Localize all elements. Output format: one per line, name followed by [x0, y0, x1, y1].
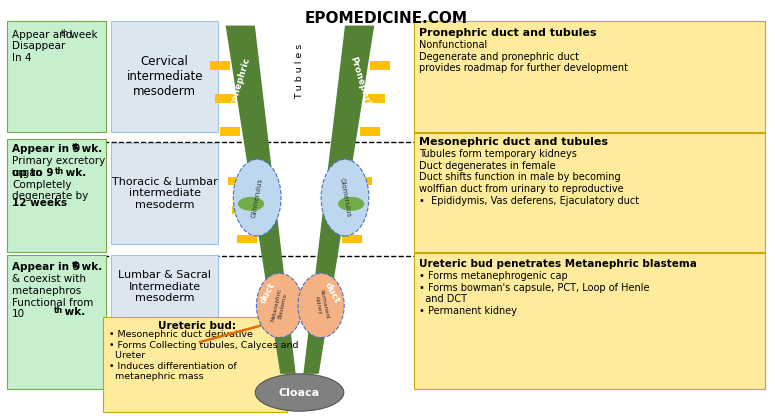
- Polygon shape: [226, 25, 296, 374]
- Ellipse shape: [255, 374, 344, 411]
- FancyBboxPatch shape: [343, 235, 363, 243]
- Text: Ureteric bud:: Ureteric bud:: [158, 321, 236, 331]
- Text: Tubules form temporary kidneys
Duct degenerates in female
Duct shifts function i: Tubules form temporary kidneys Duct dege…: [419, 149, 639, 206]
- FancyBboxPatch shape: [232, 206, 253, 214]
- Text: Nonfunctional
Degenerate and pronephric duct
provides roadmap for further develo: Nonfunctional Degenerate and pronephric …: [419, 40, 628, 73]
- Text: Mesonephric duct and tubules: Mesonephric duct and tubules: [419, 137, 608, 147]
- FancyBboxPatch shape: [220, 127, 240, 136]
- FancyBboxPatch shape: [111, 21, 218, 132]
- FancyBboxPatch shape: [414, 21, 765, 132]
- Text: Metanephric
Blastema: Metanephric Blastema: [270, 287, 288, 323]
- Text: Cervical
intermediate
mesoderm: Cervical intermediate mesoderm: [126, 54, 203, 98]
- Text: duct: duct: [259, 281, 277, 305]
- Text: Cloaca: Cloaca: [279, 387, 320, 398]
- Text: T u b u l e s: T u b u l e s: [295, 44, 304, 99]
- Text: duct: duct: [322, 281, 341, 305]
- Text: Appear in 5: Appear in 5: [12, 262, 80, 272]
- Text: wk.: wk.: [78, 262, 103, 272]
- FancyBboxPatch shape: [215, 94, 235, 103]
- Text: Pronephric: Pronephric: [226, 56, 251, 111]
- Text: Appear in 5: Appear in 5: [12, 144, 80, 154]
- FancyBboxPatch shape: [111, 255, 218, 319]
- Text: Glomerulus: Glomerulus: [339, 177, 351, 218]
- Text: wk.: wk.: [60, 307, 85, 317]
- Text: Thoracic & Lumbar
intermediate
mesoderm: Thoracic & Lumbar intermediate mesoderm: [112, 177, 218, 210]
- Text: Appear and
Disappear
In 4: Appear and Disappear In 4: [12, 30, 73, 63]
- FancyBboxPatch shape: [370, 61, 390, 70]
- Ellipse shape: [321, 159, 369, 236]
- Circle shape: [238, 197, 264, 211]
- Text: th: th: [60, 29, 69, 38]
- Text: Completely
degenerate by: Completely degenerate by: [12, 180, 88, 201]
- Polygon shape: [303, 25, 374, 374]
- Text: Lumbar & Sacral
Intermediate
mesoderm: Lumbar & Sacral Intermediate mesoderm: [119, 270, 212, 303]
- FancyBboxPatch shape: [414, 253, 765, 389]
- Text: wk.: wk.: [61, 168, 86, 178]
- FancyBboxPatch shape: [414, 133, 765, 253]
- Text: Glomerulus: Glomerulus: [251, 177, 264, 218]
- Text: th: th: [53, 306, 63, 315]
- FancyBboxPatch shape: [365, 94, 385, 103]
- FancyBboxPatch shape: [7, 21, 106, 132]
- FancyBboxPatch shape: [352, 177, 372, 185]
- Ellipse shape: [257, 273, 302, 337]
- Text: up to 9: up to 9: [12, 168, 53, 178]
- Text: Pronephric duct and tubules: Pronephric duct and tubules: [419, 27, 597, 37]
- FancyBboxPatch shape: [111, 143, 218, 244]
- FancyBboxPatch shape: [237, 235, 257, 243]
- Text: th: th: [54, 167, 64, 176]
- Text: Pronephric: Pronephric: [348, 56, 373, 111]
- Circle shape: [338, 197, 364, 211]
- FancyBboxPatch shape: [7, 139, 106, 253]
- Ellipse shape: [298, 273, 344, 337]
- Text: 12 weeks: 12 weeks: [12, 198, 67, 208]
- Text: week: week: [67, 30, 98, 40]
- FancyBboxPatch shape: [7, 255, 106, 389]
- FancyBboxPatch shape: [103, 317, 288, 412]
- FancyBboxPatch shape: [228, 177, 248, 185]
- Text: • Forms metanephrogenic cap
• Forms bowman's capsule, PCT, Loop of Henle
  and D: • Forms metanephrogenic cap • Forms bowm…: [419, 271, 649, 316]
- Text: wk.: wk.: [78, 144, 103, 154]
- Text: Ureteric bud penetrates Metanephric blastema: Ureteric bud penetrates Metanephric blas…: [419, 259, 697, 269]
- Text: EPOMEDICINE.COM: EPOMEDICINE.COM: [305, 11, 467, 26]
- FancyBboxPatch shape: [360, 127, 380, 136]
- Text: th: th: [72, 144, 81, 152]
- Text: Primary excretory
organ: Primary excretory organ: [12, 156, 105, 178]
- Text: & coexist with
metanephros
Functional from
10: & coexist with metanephros Functional fr…: [12, 274, 94, 319]
- Text: th: th: [72, 262, 81, 270]
- Text: Permanent
Kidney: Permanent Kidney: [312, 290, 329, 321]
- FancyBboxPatch shape: [209, 61, 229, 70]
- FancyBboxPatch shape: [347, 206, 367, 214]
- Text: • Mesonephric duct derivative
• Forms Collecting tubules, Calyces and
  Ureter
•: • Mesonephric duct derivative • Forms Co…: [109, 330, 298, 381]
- Ellipse shape: [233, 159, 281, 236]
